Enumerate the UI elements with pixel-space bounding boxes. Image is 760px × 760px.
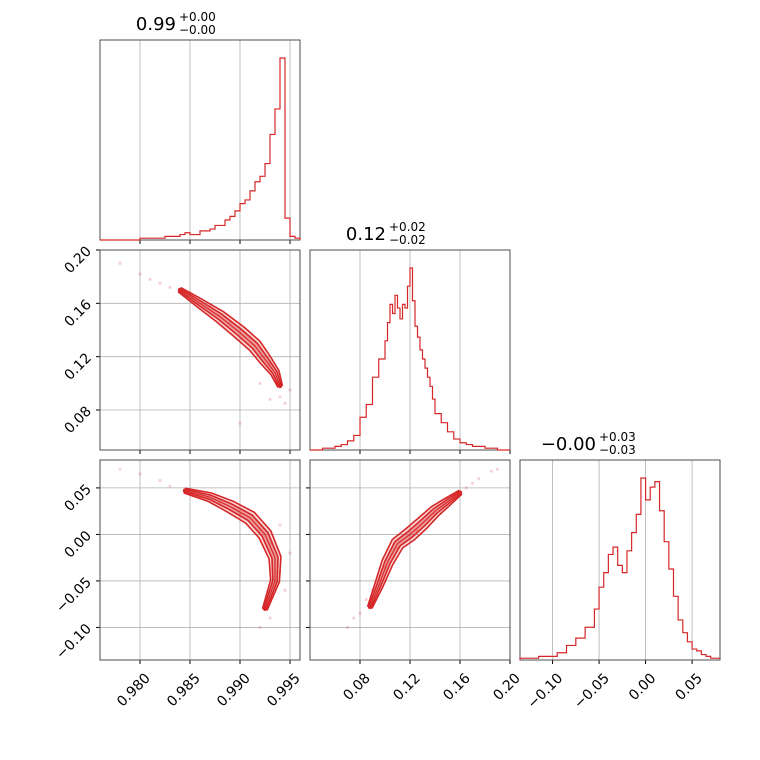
hist-2-xtick-label: −0.10 [525, 670, 567, 712]
hist-2-xtick-label: −0.05 [571, 670, 613, 712]
scatter-1-0-frame [99, 249, 301, 451]
hist-2-title-value: −0.00 [541, 434, 596, 455]
scatter-2-0-frame [99, 459, 301, 661]
scatter-1-0-point [258, 381, 262, 385]
hist-2-xtick-label: 0.05 [672, 670, 705, 703]
hist-0-title-value: 0.99 [136, 14, 176, 35]
scatter-1-0-point [148, 277, 152, 281]
scatter-2-0-xtick-label: 0.985 [164, 670, 204, 710]
scatter-2-1-point [345, 625, 350, 630]
scatter-2-0-ridge-line [184, 490, 276, 610]
scatter-1-0-end-point [177, 287, 183, 293]
scatter-2-0-point [278, 523, 282, 527]
hist-0-title-lower: −0.00 [179, 23, 216, 37]
scatter-2-1-xtick-label: 0.16 [440, 670, 473, 703]
scatter-1-0-end-point [277, 383, 283, 389]
scatter-1-0-point [238, 421, 242, 425]
hist-2-step [519, 477, 720, 660]
scatter-2-0-point [283, 588, 287, 592]
scatter-1-0-point [283, 401, 287, 405]
scatter-1-0-ridge-line [179, 289, 281, 387]
scatter-2-0-end-point [182, 488, 188, 493]
scatter-2-1-ridge-line [369, 492, 461, 608]
scatter-2-0-point [158, 478, 162, 483]
scatter-2-1-point [489, 469, 493, 473]
scatter-2-1-point [495, 467, 500, 471]
scatter-2-1-point [358, 611, 362, 616]
scatter-2-1-end-point [367, 604, 373, 610]
scatter-2-0-ytick-label: 0.05 [61, 481, 94, 514]
hist-0-frame [99, 39, 301, 241]
hist-2-title-lower: −0.03 [599, 443, 636, 457]
scatter-2-0-end-point [262, 606, 268, 612]
scatter-2-0-ytick-label: −0.10 [53, 621, 95, 663]
scatter-1-0-ytick-label: 0.20 [61, 244, 94, 277]
scatter-2-0-point [288, 551, 292, 555]
scatter-2-1-xtick-label: 0.08 [340, 670, 373, 703]
scatter-1-0-point [158, 281, 162, 285]
scatter-1-0-ytick-label: 0.12 [61, 350, 94, 383]
scatter-1-0-point [278, 395, 282, 399]
scatter-2-1-xtick-label: 0.12 [390, 670, 423, 703]
hist-1-title-lower: −0.02 [389, 233, 426, 247]
scatter-2-0-point [118, 467, 122, 471]
scatter-1-0-ytick-label: 0.16 [61, 297, 94, 330]
hist-1-frame [309, 249, 511, 451]
hist-0-title-upper: +0.00 [179, 10, 216, 24]
scatter-2-0-xtick-label: 0.995 [264, 670, 304, 710]
scatter-2-0-xtick-label: 0.980 [114, 670, 154, 710]
scatter-2-0-point [168, 484, 172, 488]
hist-2-xtick-label: 0.00 [626, 670, 659, 703]
scatter-2-1-end-point [457, 490, 463, 495]
scatter-1-0-point [288, 388, 292, 392]
scatter-2-1-point [477, 477, 481, 481]
scatter-2-1-point [464, 486, 468, 490]
scatter-2-0-xtick-label: 0.990 [214, 670, 254, 710]
hist-1-step [310, 267, 510, 451]
scatter-2-0-point [268, 616, 272, 620]
scatter-2-0-point [138, 472, 142, 476]
scatter-1-0-point [118, 261, 122, 265]
scatter-2-0-ytick-label: 0.00 [61, 528, 94, 561]
scatter-2-0-point [258, 625, 262, 630]
scatter-2-1-point [364, 597, 368, 602]
scatter-2-1-contour-outer [366, 489, 463, 609]
scatter-2-1-frame [309, 459, 511, 661]
scatter-2-1-point [470, 481, 475, 485]
hist-2-title-upper: +0.03 [599, 430, 636, 444]
scatter-2-0-contour-outer [183, 487, 282, 611]
scatter-1-0-point [138, 272, 142, 276]
scatter-2-1-point [352, 616, 356, 620]
hist-0-step [100, 57, 301, 241]
scatter-1-0-point [268, 397, 272, 401]
hist-1-title-upper: +0.02 [389, 220, 426, 234]
scatter-2-0-ytick-label: −0.05 [53, 574, 95, 616]
hist-1-title-value: 0.12 [346, 224, 386, 245]
scatter-2-1-xtick-label: 0.20 [490, 670, 523, 703]
hist-2-frame [519, 459, 721, 661]
scatter-1-0-point [168, 285, 172, 289]
scatter-1-0-ytick-label: 0.08 [61, 404, 94, 437]
